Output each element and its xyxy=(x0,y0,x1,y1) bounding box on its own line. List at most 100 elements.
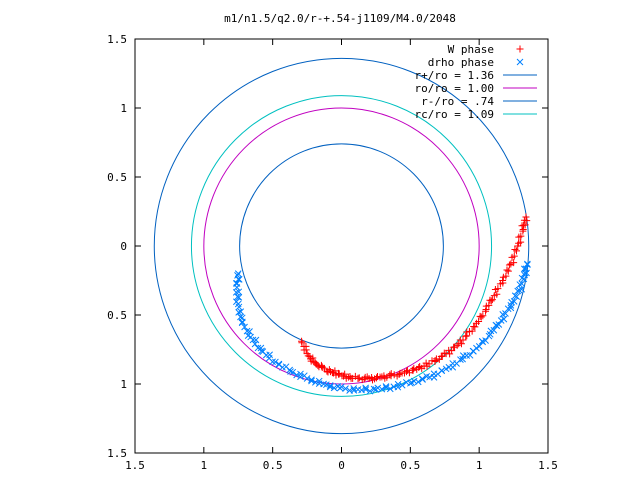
legend-label: rc/ro = 1.09 xyxy=(415,108,494,121)
point xyxy=(502,272,510,280)
legend-label: r+/ro = 1.36 xyxy=(415,69,494,82)
point xyxy=(485,301,493,309)
point xyxy=(394,383,402,391)
point xyxy=(308,377,315,385)
x-tick-label: 0.5 xyxy=(400,459,420,472)
point xyxy=(504,267,512,275)
x-tick-label: 1.5 xyxy=(538,459,558,472)
reference-circles xyxy=(153,57,530,435)
y-tick-label: 1 xyxy=(120,378,127,391)
point xyxy=(419,376,426,383)
point xyxy=(409,366,417,374)
point xyxy=(254,344,262,352)
point xyxy=(308,376,315,384)
point xyxy=(354,374,362,382)
point xyxy=(453,341,461,349)
point xyxy=(287,368,294,375)
point xyxy=(350,387,358,394)
point xyxy=(518,285,526,293)
point xyxy=(249,336,257,344)
point xyxy=(237,308,245,315)
point xyxy=(459,336,467,344)
point xyxy=(362,386,370,393)
x-tick-label: 1 xyxy=(201,459,208,472)
point xyxy=(330,384,338,392)
point xyxy=(234,270,242,277)
point xyxy=(422,359,430,367)
point xyxy=(513,247,521,255)
point xyxy=(510,259,518,267)
legend-label: drho phase xyxy=(428,56,494,69)
point xyxy=(517,238,525,246)
circle-1 xyxy=(153,57,530,435)
point xyxy=(355,374,363,382)
point xyxy=(516,281,524,288)
point xyxy=(517,232,525,240)
point xyxy=(235,288,243,296)
point xyxy=(237,313,244,321)
point xyxy=(289,368,297,376)
point xyxy=(510,298,518,305)
point xyxy=(477,313,485,321)
legend-marker xyxy=(516,58,524,66)
point xyxy=(315,377,323,385)
y-tick-label: 1.5 xyxy=(107,447,127,460)
point xyxy=(438,367,446,375)
point xyxy=(520,265,528,273)
point xyxy=(520,216,528,224)
y-tick-label: 0 xyxy=(120,240,127,253)
point xyxy=(495,321,503,328)
point xyxy=(302,346,310,354)
point xyxy=(475,343,483,350)
circle-3 xyxy=(239,143,444,349)
point xyxy=(338,383,345,391)
point xyxy=(425,360,433,368)
point xyxy=(490,326,498,334)
point xyxy=(374,384,382,392)
x-tick-label: 0 xyxy=(338,459,345,472)
point xyxy=(431,357,439,365)
x-tick-label: 1 xyxy=(476,459,483,472)
y-tick-label: 0.5 xyxy=(107,309,127,322)
point xyxy=(342,385,349,392)
series-w-phase xyxy=(298,213,531,384)
point xyxy=(457,340,465,348)
point xyxy=(269,358,276,366)
point xyxy=(482,307,490,315)
point xyxy=(303,375,311,382)
data-points xyxy=(232,213,531,395)
chart-title: m1/n1.5/q2.0/r-+.54-j1109/M4.0/2048 xyxy=(224,12,456,25)
point xyxy=(523,260,531,268)
axes: 1.5 1 0.5 0 0.5 1 1.51.510.500.511.5 xyxy=(107,33,558,472)
point xyxy=(235,276,243,283)
x-tick-label: 0.5 xyxy=(263,459,283,472)
point xyxy=(366,387,374,395)
point xyxy=(235,309,243,316)
point xyxy=(234,271,241,279)
point xyxy=(402,378,410,386)
point xyxy=(362,384,369,392)
circle-4 xyxy=(190,95,493,397)
point xyxy=(468,327,476,335)
point xyxy=(326,382,334,389)
point xyxy=(382,383,390,390)
point xyxy=(272,358,279,366)
point xyxy=(503,266,511,274)
point xyxy=(380,372,388,380)
point xyxy=(521,221,529,229)
point xyxy=(386,385,394,393)
y-tick-label: 1.5 xyxy=(107,33,127,46)
point xyxy=(457,356,464,364)
point xyxy=(522,213,530,221)
point xyxy=(293,371,300,379)
point xyxy=(479,312,487,320)
point xyxy=(482,337,489,344)
point xyxy=(502,310,509,317)
y-tick-label: 0.5 xyxy=(107,171,127,184)
point xyxy=(232,289,240,296)
legend-label: r-/ro = .74 xyxy=(421,95,494,108)
point xyxy=(402,368,410,376)
point xyxy=(373,374,381,382)
point xyxy=(246,328,253,335)
point xyxy=(309,354,317,362)
